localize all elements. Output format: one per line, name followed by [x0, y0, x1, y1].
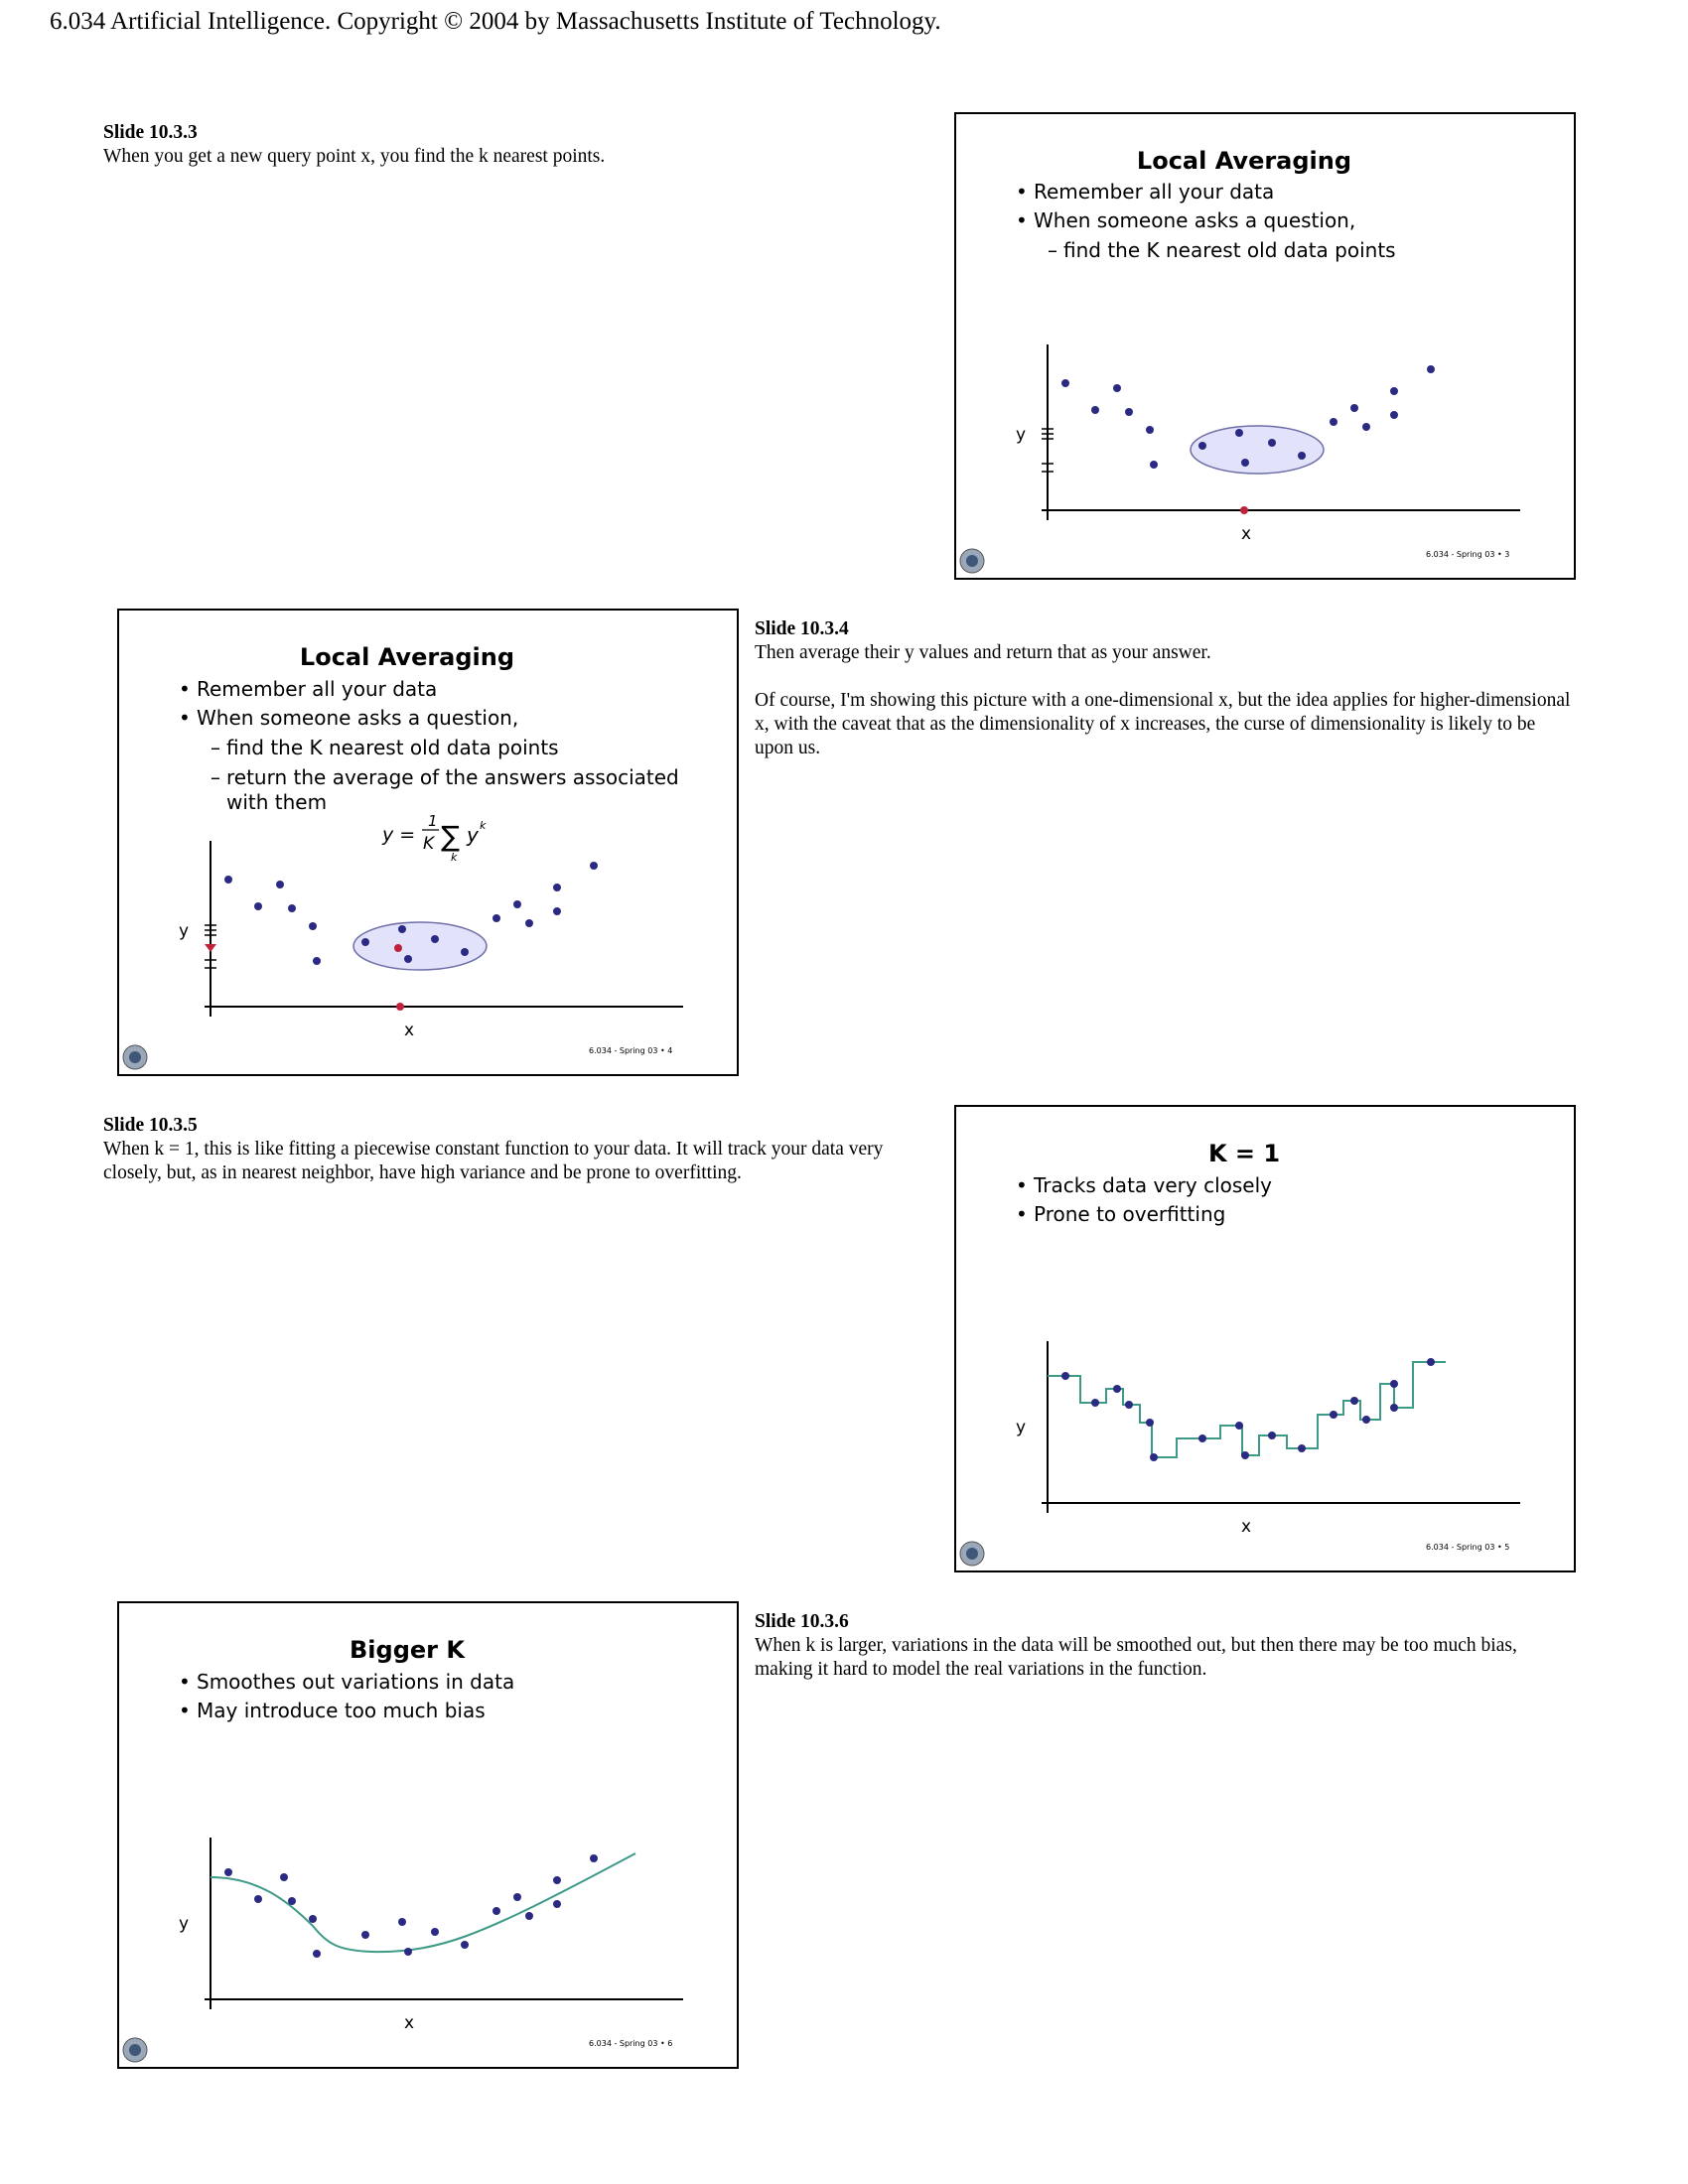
bullet-dot: •	[179, 706, 191, 730]
speaker-icon[interactable]	[122, 2037, 148, 2063]
x-axis-label: x	[1241, 524, 1251, 544]
slide-image-4: Local Averaging • Remember all your data…	[117, 609, 739, 1076]
slide-title: Local Averaging	[300, 643, 514, 671]
query-point	[396, 1003, 404, 1011]
slide-title: Local Averaging	[1137, 147, 1351, 175]
step-function	[1048, 1361, 1446, 1458]
svg-text:y =: y =	[381, 824, 415, 846]
bullet-dot: •	[179, 1699, 191, 1722]
sub-dash: –	[211, 736, 220, 759]
note-title: Slide 10.3.4	[755, 618, 849, 639]
bullet-dot: •	[1016, 208, 1028, 232]
query-point	[1240, 506, 1248, 514]
y-tick-marks	[1042, 428, 1054, 473]
note-text: Of course, I'm showing this picture with…	[755, 690, 1571, 758]
bullet-dot: •	[1016, 1202, 1028, 1226]
slide-image-5: K = 1 • Tracks data very closely • Prone…	[954, 1105, 1576, 1572]
slide-bullet: Remember all your data	[1034, 180, 1274, 204]
slide-footer: 6.034 - Spring 03 • 4	[589, 1046, 672, 1055]
data-points	[1061, 1358, 1435, 1461]
slide-subbullet: find the K nearest old data points	[1063, 238, 1396, 262]
slide-title: Bigger K	[350, 1636, 466, 1664]
slide-subbullet-cont: with them	[226, 790, 327, 814]
smooth-curve	[210, 1852, 636, 1954]
note-title: Slide 10.3.6	[755, 1611, 849, 1632]
svg-text:k: k	[451, 851, 458, 864]
slide-note-3: Slide 10.3.5 When k = 1, this is like fi…	[103, 1114, 942, 1185]
note-title: Slide 10.3.5	[103, 1115, 198, 1136]
slide-footer: 6.034 - Spring 03 • 3	[1426, 550, 1509, 559]
note-text: When you get a new query point x, you fi…	[103, 146, 606, 167]
note-text: When k = 1, this is like fitting a piece…	[103, 1139, 884, 1183]
speaker-icon[interactable]	[122, 1044, 148, 1070]
bullet-dot: •	[1016, 1173, 1028, 1197]
x-axis-label: x	[404, 2013, 414, 2033]
data-points	[1061, 365, 1435, 469]
svg-text:k: k	[480, 819, 487, 832]
slide-subbullet: return the average of the answers associ…	[226, 765, 679, 789]
slide-bullet: Smoothes out variations in data	[197, 1670, 514, 1694]
svg-text:K: K	[423, 834, 436, 854]
y-axis-label: y	[1016, 1418, 1026, 1437]
data-points	[224, 1854, 598, 1958]
x-axis-label: x	[404, 1021, 414, 1040]
bullet-dot: •	[1016, 180, 1028, 204]
note-title: Slide 10.3.3	[103, 122, 198, 143]
sub-dash: –	[211, 765, 220, 789]
slide-bullet: Remember all your data	[197, 677, 437, 701]
bullet-dot: •	[179, 1670, 191, 1694]
note-text: Then average their y values and return t…	[755, 642, 1211, 663]
note-text: When k is larger, variations in the data…	[755, 1635, 1517, 1680]
slide-note-1: Slide 10.3.3 When you get a new query po…	[103, 121, 917, 169]
neighbor-ellipse	[352, 921, 488, 971]
page-header: 6.034 Artificial Intelligence. Copyright…	[50, 8, 941, 35]
slide-bullet: Tracks data very closely	[1033, 1173, 1272, 1197]
slide-subbullet: find the K nearest old data points	[226, 736, 559, 759]
slide-footer: 6.034 - Spring 03 • 6	[589, 2039, 672, 2048]
data-points	[224, 862, 598, 965]
speaker-icon[interactable]	[959, 548, 985, 574]
slide-bullet: Prone to overfitting	[1034, 1202, 1225, 1226]
query-average-point	[394, 944, 402, 952]
svg-text:∑: ∑	[441, 820, 460, 853]
slide-image-3: Local Averaging • Remember all your data…	[954, 112, 1576, 580]
average-formula: y = 1 K ∑ y k k	[381, 812, 487, 864]
y-axis-label: y	[179, 921, 189, 941]
slide-bullet: May introduce too much bias	[197, 1699, 486, 1722]
query-y-marker	[205, 944, 216, 952]
slide-note-2: Slide 10.3.4 Then average their y values…	[755, 617, 1579, 760]
slide-note-4: Slide 10.3.6 When k is larger, variation…	[755, 1610, 1579, 1682]
svg-text:y: y	[466, 823, 480, 847]
slide-title: K = 1	[1208, 1140, 1280, 1167]
speaker-icon[interactable]	[959, 1541, 985, 1567]
sub-dash: –	[1048, 238, 1057, 262]
svg-text:1: 1	[428, 812, 438, 830]
x-axis-label: x	[1241, 1517, 1251, 1537]
y-axis-label: y	[1016, 425, 1026, 445]
bullet-dot: •	[179, 677, 191, 701]
slide-image-6: Bigger K • Smoothes out variations in da…	[117, 1601, 739, 2069]
slide-footer: 6.034 - Spring 03 • 5	[1426, 1543, 1509, 1552]
y-axis-label: y	[179, 1914, 189, 1934]
neighbor-ellipse	[1190, 425, 1325, 475]
y-tick-marks	[205, 924, 216, 969]
slide-bullet: When someone asks a question,	[1034, 208, 1355, 232]
slide-bullet: When someone asks a question,	[197, 706, 518, 730]
